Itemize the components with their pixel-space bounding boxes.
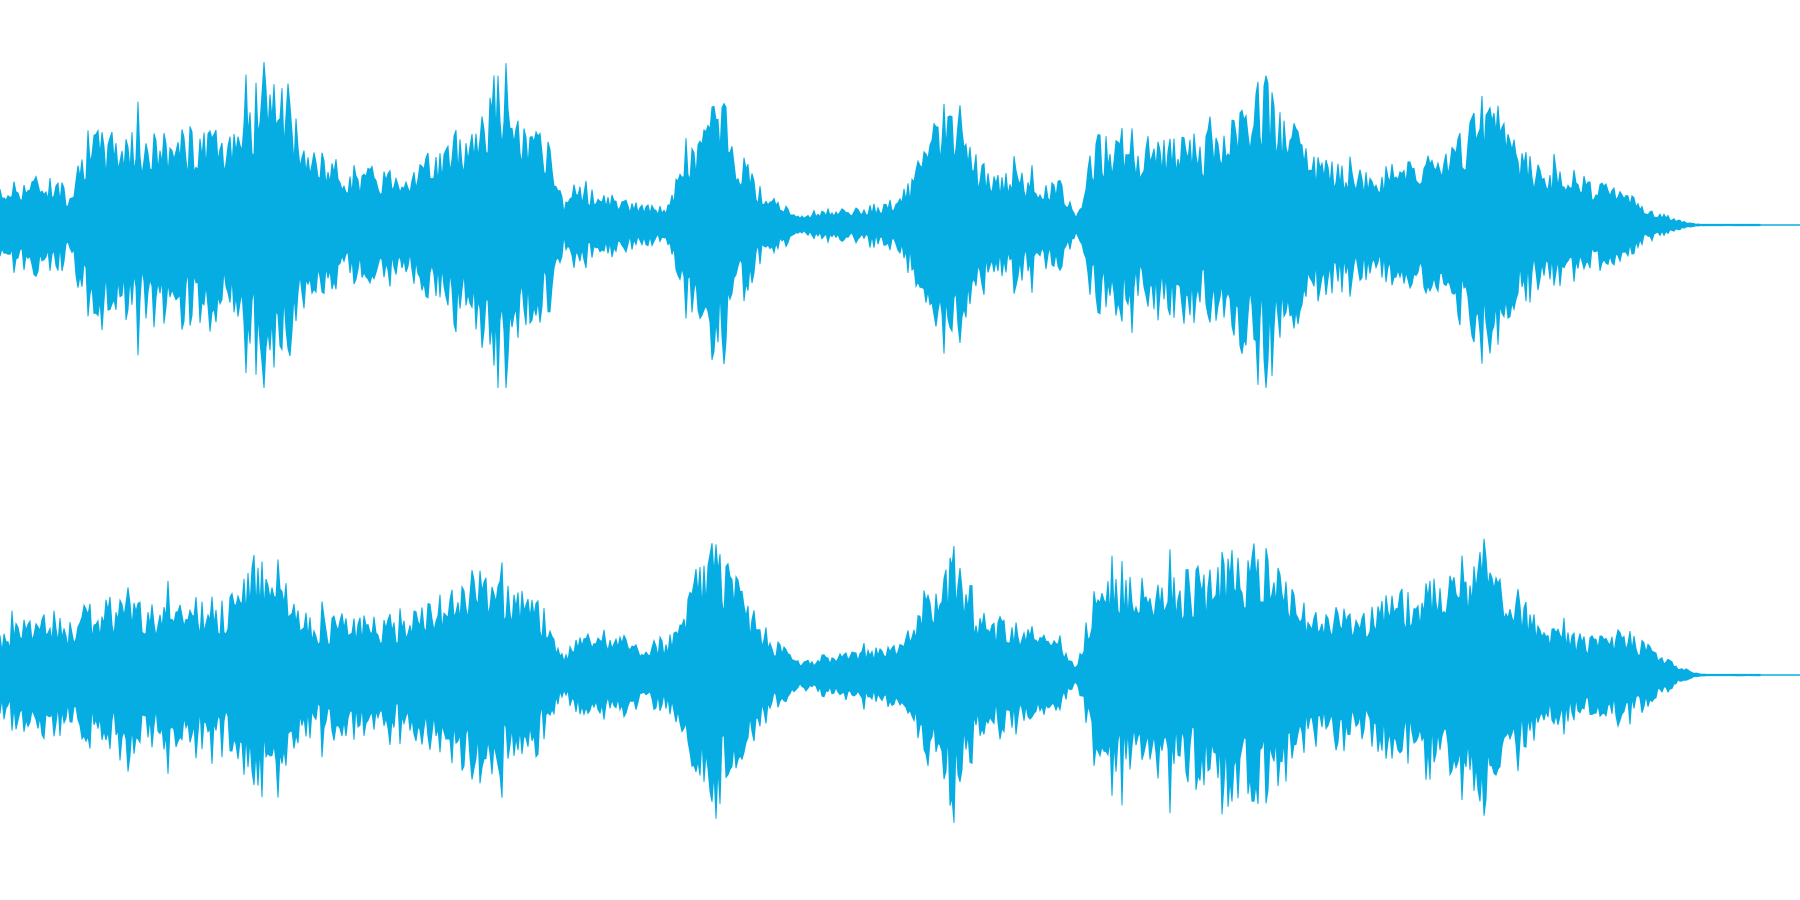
waveform-channel-left[interactable] — [0, 60, 1800, 390]
waveform-right-svg — [0, 538, 1800, 823]
waveform-envelope-left — [0, 61, 1761, 389]
waveform-envelope-right — [0, 538, 1761, 823]
waveform-left-svg — [0, 61, 1800, 389]
waveform-channel-right[interactable] — [0, 510, 1800, 840]
